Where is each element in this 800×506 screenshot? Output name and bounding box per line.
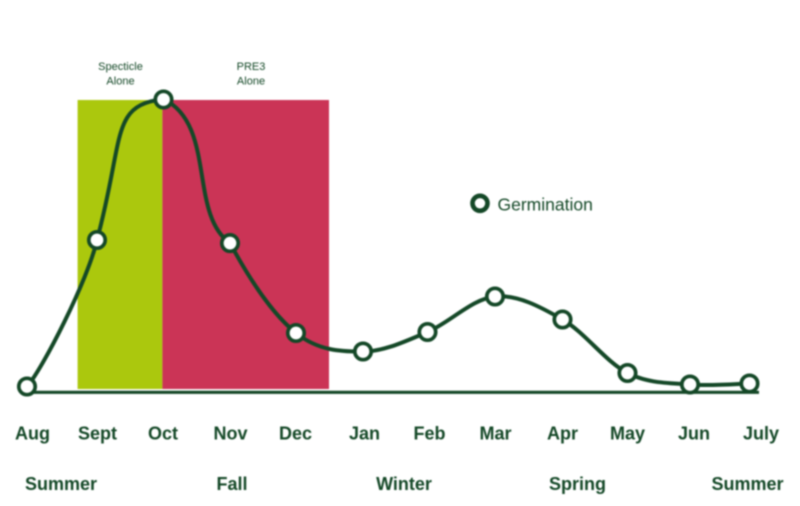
svg-text:Summer: Summer: [25, 474, 97, 494]
svg-text:Feb: Feb: [413, 424, 445, 444]
svg-text:Jun: Jun: [678, 424, 710, 444]
svg-text:Mar: Mar: [479, 424, 511, 444]
svg-text:Sept: Sept: [78, 424, 117, 444]
svg-text:Alone: Alone: [106, 75, 134, 87]
svg-text:Aug: Aug: [15, 424, 50, 444]
svg-text:Spring: Spring: [549, 474, 606, 494]
svg-text:Dec: Dec: [279, 424, 312, 444]
svg-text:May: May: [610, 424, 645, 444]
svg-text:Oct: Oct: [148, 424, 178, 444]
svg-text:Summer: Summer: [711, 474, 783, 494]
svg-text:Winter: Winter: [376, 474, 432, 494]
svg-text:PRE3: PRE3: [237, 61, 266, 73]
svg-text:Germination: Germination: [498, 195, 593, 215]
svg-text:Fall: Fall: [216, 474, 247, 494]
svg-text:July: July: [743, 424, 779, 444]
svg-text:Jan: Jan: [349, 424, 380, 444]
svg-text:Nov: Nov: [213, 424, 247, 444]
svg-text:Apr: Apr: [547, 424, 578, 444]
svg-text:Alone: Alone: [237, 75, 265, 87]
svg-text:Specticle: Specticle: [98, 61, 143, 73]
